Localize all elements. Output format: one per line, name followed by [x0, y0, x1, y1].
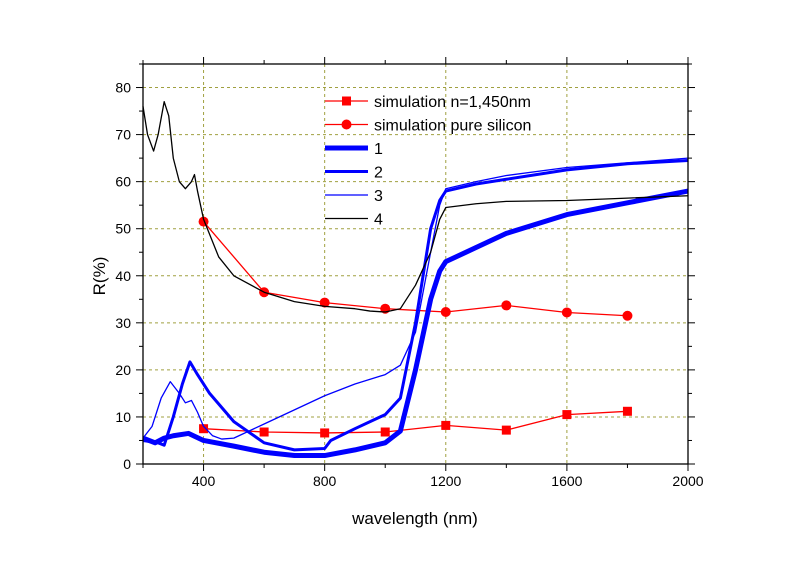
legend-marker-circle: [341, 119, 352, 130]
data-point-square: [441, 420, 451, 430]
plot-frame: [142, 63, 689, 465]
data-point-circle: [501, 300, 512, 311]
y-axis-label: R(%): [90, 257, 109, 296]
x-tick-label: 1200: [430, 473, 461, 489]
data-point-circle: [622, 310, 633, 321]
series-line-1: [142, 188, 689, 459]
y-tick-label: 60: [115, 174, 131, 190]
y-tick-label: 0: [123, 456, 131, 472]
x-tick-label: 400: [192, 473, 216, 489]
series-line-simulation-n-1-450nm: [203, 410, 628, 434]
legend-marker-square: [342, 96, 351, 106]
y-tick-label: 40: [115, 268, 131, 284]
data-point-square: [622, 406, 632, 416]
legend-label: 1: [374, 141, 383, 158]
legend-label: 3: [374, 188, 383, 205]
series-group: [142, 100, 689, 459]
legend-label: 2: [374, 165, 383, 182]
series-line-2: [142, 158, 689, 452]
legend-label: simulation n=1,450nm: [374, 94, 531, 111]
y-tick-label: 20: [115, 362, 131, 378]
data-point-circle: [319, 297, 330, 308]
series-line-4: [142, 100, 689, 313]
y-tick-label: 30: [115, 315, 131, 331]
data-point-square: [320, 428, 330, 438]
data-point-circle: [440, 307, 451, 317]
y-tick-label: 80: [115, 80, 131, 96]
series-line-3: [142, 157, 689, 440]
series-line-simulation-pure-silicon: [203, 221, 628, 317]
data-point-square: [199, 424, 209, 434]
legend-label: 4: [374, 212, 383, 229]
data-point-square: [501, 425, 511, 435]
axis-ticks: 400 800 1200 1600 2000 0 10 20 30 40 50 60 70 80: [115, 57, 704, 489]
legend: simulation n=1,450nm simulation pure sili…: [325, 94, 531, 229]
data-point-square: [380, 427, 390, 437]
y-tick-label: 70: [115, 127, 131, 143]
y-tick-label: 10: [115, 409, 131, 425]
legend-label: simulation pure silicon: [374, 118, 531, 135]
x-tick-label: 1600: [551, 473, 582, 489]
data-point-square: [562, 410, 572, 420]
x-tick-label: 2000: [672, 473, 703, 489]
data-point-circle: [561, 307, 572, 318]
x-axis-label: wavelength (nm): [351, 509, 478, 528]
y-tick-label: 50: [115, 221, 131, 237]
data-point-square: [259, 427, 269, 437]
x-tick-label: 800: [313, 473, 337, 489]
